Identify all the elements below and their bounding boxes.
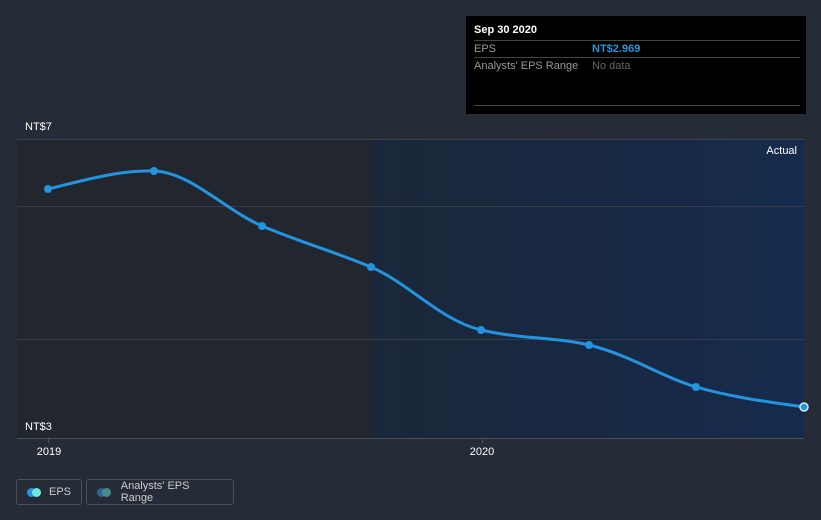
tooltip-eps-label: EPS xyxy=(474,43,497,55)
y-axis-top-label: NT$7 xyxy=(25,121,52,133)
x-axis-label-2020: 2020 xyxy=(469,446,495,458)
range-legend-icon xyxy=(97,487,111,497)
legend-range-label: Analysts' EPS Range xyxy=(120,480,190,504)
legend-eps-label: EPS xyxy=(48,486,71,498)
eps-points xyxy=(44,167,809,412)
actual-region-label: Actual xyxy=(766,145,797,157)
tooltip-row-eps: EPS NT$2.969 xyxy=(474,40,800,58)
past-region xyxy=(17,139,371,439)
tooltip-date: Sep 30 2020 xyxy=(474,24,537,36)
eps-line xyxy=(47,169,805,409)
legend-analysts-range[interactable]: Analysts' EPS Range xyxy=(86,479,234,505)
tooltip-eps-value: NT$2.969 xyxy=(592,43,641,55)
legend-eps[interactable]: EPS xyxy=(16,479,82,505)
actual-region xyxy=(371,139,804,439)
tooltip: Sep 30 2020 EPS NT$2.969 Analysts' EPS R… xyxy=(466,16,806,114)
tooltip-range-label: Analysts' EPS Range xyxy=(474,60,579,72)
tooltip-row-range: Analysts' EPS Range No data xyxy=(474,57,800,75)
tooltip-divider xyxy=(474,105,800,106)
tooltip-range-value: No data xyxy=(592,60,631,72)
x-axis-label-2019: 2019 xyxy=(36,446,62,458)
eps-legend-icon xyxy=(27,487,41,497)
y-axis-bottom-label: NT$3 xyxy=(25,421,52,433)
